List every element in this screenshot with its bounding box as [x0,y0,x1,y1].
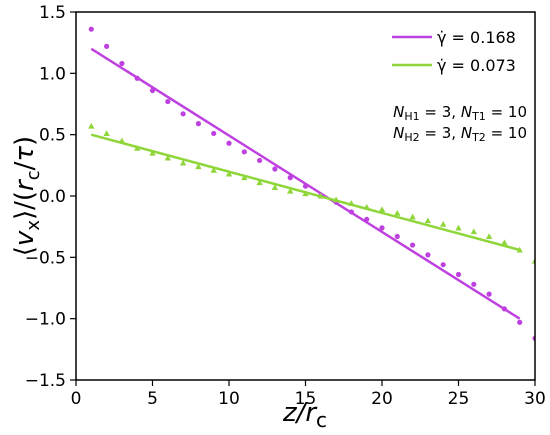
x-tick-label: 25 [448,389,470,409]
data-point-series-0 [348,209,354,215]
x-tick-label: 5 [147,389,158,409]
data-point-series-0 [104,43,110,49]
data-point-series-1 [394,209,401,216]
data-point-series-1 [440,221,447,227]
y-tick-label: 0.0 [39,187,66,207]
data-point-series-0 [134,75,140,81]
data-point-series-1 [241,174,248,181]
data-point-series-0 [180,111,186,117]
data-point-series-1 [470,228,477,235]
y-tick-label: −1.5 [25,371,66,391]
data-point-series-1 [348,200,355,206]
data-point-series-0 [241,149,247,155]
plot-area [88,26,535,341]
data-point-series-0 [211,130,217,137]
annotation-group: NH1 = 3, NT1 = 10 NH2 = 3, NT2 = 10 [393,103,527,144]
axis-ticks: 0 5 10 15 20 25 30 −1.5 −1.0 −0.5 0.0 0.5 1.0 1.5 [25,3,546,409]
data-point-series-1 [164,154,171,161]
data-point-series-0 [501,306,507,312]
data-point-series-0 [394,233,400,240]
annotation-line-2: NH2 = 3, NT2 = 10 [393,124,527,144]
data-point-series-0 [226,140,232,146]
data-point-series-1 [531,257,535,264]
data-point-series-1 [424,217,432,224]
data-point-series-0 [440,262,446,268]
data-point-series-1 [179,159,187,166]
x-tick-label: 0 [71,389,82,409]
data-point-series-1 [363,203,370,210]
y-tick-label: 1.5 [39,3,66,23]
data-point-series-0 [149,87,156,94]
data-point-series-1 [271,184,279,190]
data-point-series-1 [378,206,386,213]
axes-frame [75,11,536,381]
svg-text:⟨vx⟩/(rc/τ): ⟨vx⟩/(rc/τ) [10,136,44,256]
data-point-series-1 [409,213,416,220]
y-axis-title: ⟨vx⟩/(rc/τ) [10,136,44,256]
data-point-series-0 [425,252,431,258]
y-tick-label: −0.5 [25,248,66,268]
data-point-series-1 [195,163,202,170]
data-point-series-1 [317,192,324,199]
x-tick-label: 30 [524,389,546,409]
data-point-series-0 [165,98,171,105]
x-tick-label: 20 [371,389,393,409]
data-point-series-0 [410,242,416,248]
data-point-series-1 [455,224,462,231]
data-point-series-1 [118,137,126,144]
data-point-series-0 [455,271,462,278]
data-point-series-1 [103,130,110,136]
x-tick-label: 10 [218,389,240,409]
data-point-series-0 [195,121,201,127]
data-point-series-1 [485,233,493,240]
data-point-series-1 [256,179,263,186]
data-point-series-1 [332,196,340,203]
data-point-series-0 [364,216,370,222]
legend-label-series-1: γ̇ = 0.073 [437,56,516,75]
y-tick-label: 1.0 [39,64,66,84]
data-point-series-1 [210,167,217,173]
data-point-series-0 [486,291,492,297]
data-point-series-0 [119,60,125,67]
data-point-series-1 [88,122,95,129]
data-point-series-1 [287,187,294,194]
data-point-series-1 [516,246,523,253]
data-point-series-1 [302,190,309,197]
data-point-series-0 [257,157,263,164]
x-tick-label: 15 [295,389,317,409]
data-point-series-0 [287,175,293,181]
data-point-series-0 [471,281,477,287]
data-point-series-0 [517,319,523,325]
legend: γ̇ = 0.168 γ̇ = 0.073 [392,28,516,75]
data-point-series-0 [379,225,385,231]
legend-label-series-0: γ̇ = 0.168 [437,28,516,47]
x-axis-title: z/rc [282,398,327,432]
y-tick-label: −1.0 [25,310,66,330]
data-point-series-0 [88,26,94,32]
data-point-series-1 [149,149,156,156]
data-point-series-0 [272,166,278,172]
data-point-series-1 [225,170,233,177]
data-point-series-1 [501,239,508,246]
annotation-line-1: NH1 = 3, NT1 = 10 [393,103,527,123]
y-tick-label: 0.5 [39,126,66,146]
data-point-series-0 [302,183,309,189]
data-point-series-1 [134,144,141,151]
plot-content [88,26,535,341]
